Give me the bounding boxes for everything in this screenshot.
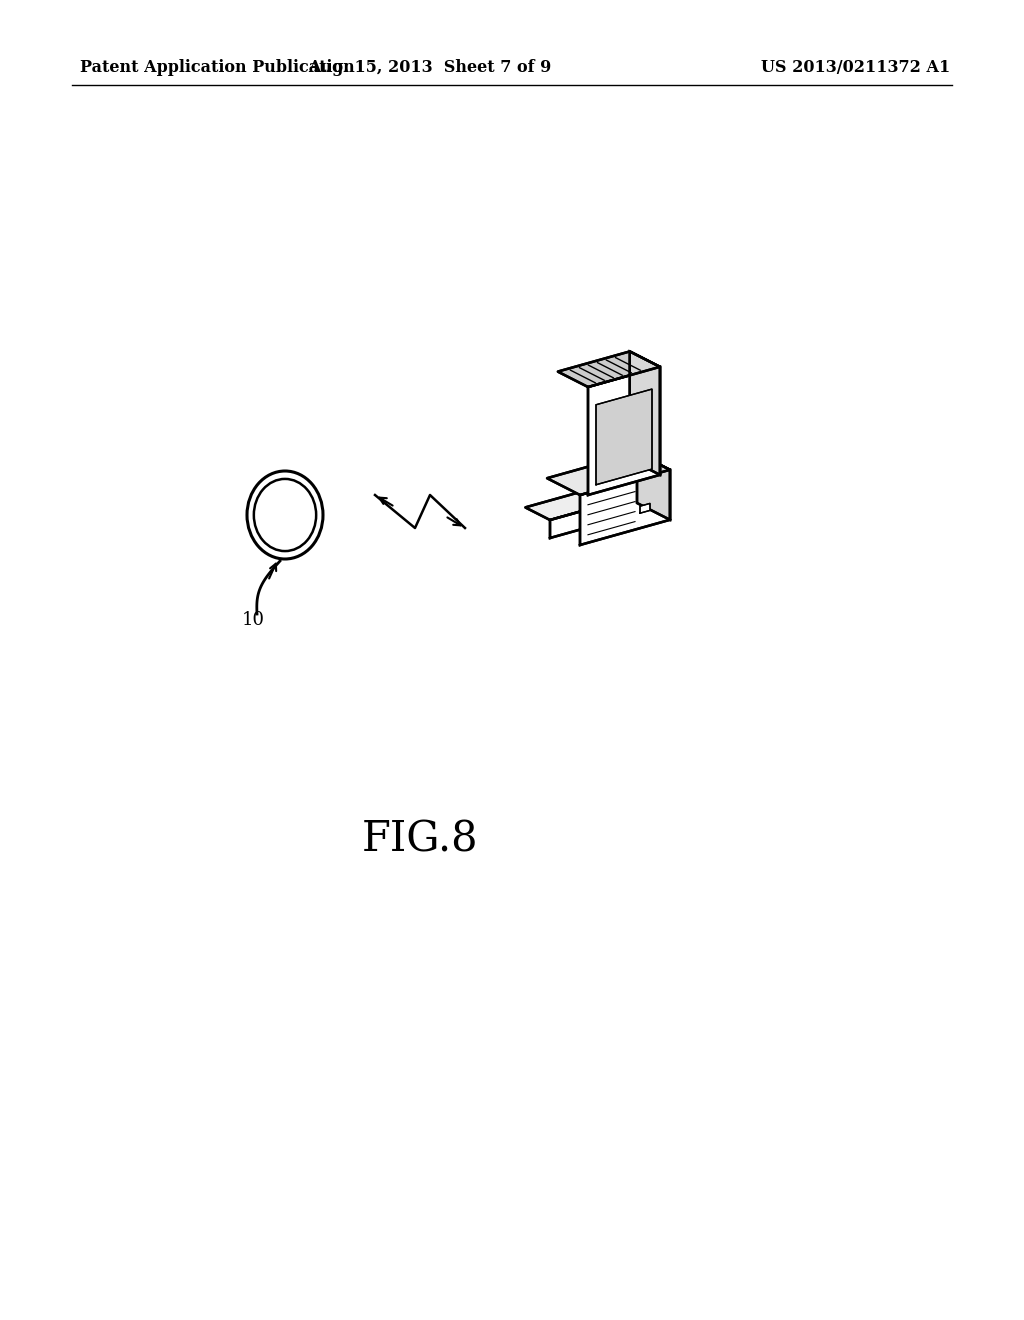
Polygon shape [630,351,660,475]
Ellipse shape [254,479,316,550]
Polygon shape [588,367,660,495]
Polygon shape [596,389,652,484]
Polygon shape [550,495,638,539]
Text: Aug. 15, 2013  Sheet 7 of 9: Aug. 15, 2013 Sheet 7 of 9 [308,59,552,77]
Polygon shape [613,483,638,513]
Polygon shape [640,503,650,513]
Polygon shape [580,470,670,545]
Text: 10: 10 [242,611,264,630]
Text: US 2013/0211372 A1: US 2013/0211372 A1 [761,59,950,77]
Polygon shape [525,483,638,520]
Text: FIG.8: FIG.8 [361,818,478,861]
Polygon shape [637,453,670,520]
Text: Patent Application Publication: Patent Application Publication [80,59,354,77]
Polygon shape [547,453,670,495]
Polygon shape [558,351,660,387]
Ellipse shape [260,486,309,544]
